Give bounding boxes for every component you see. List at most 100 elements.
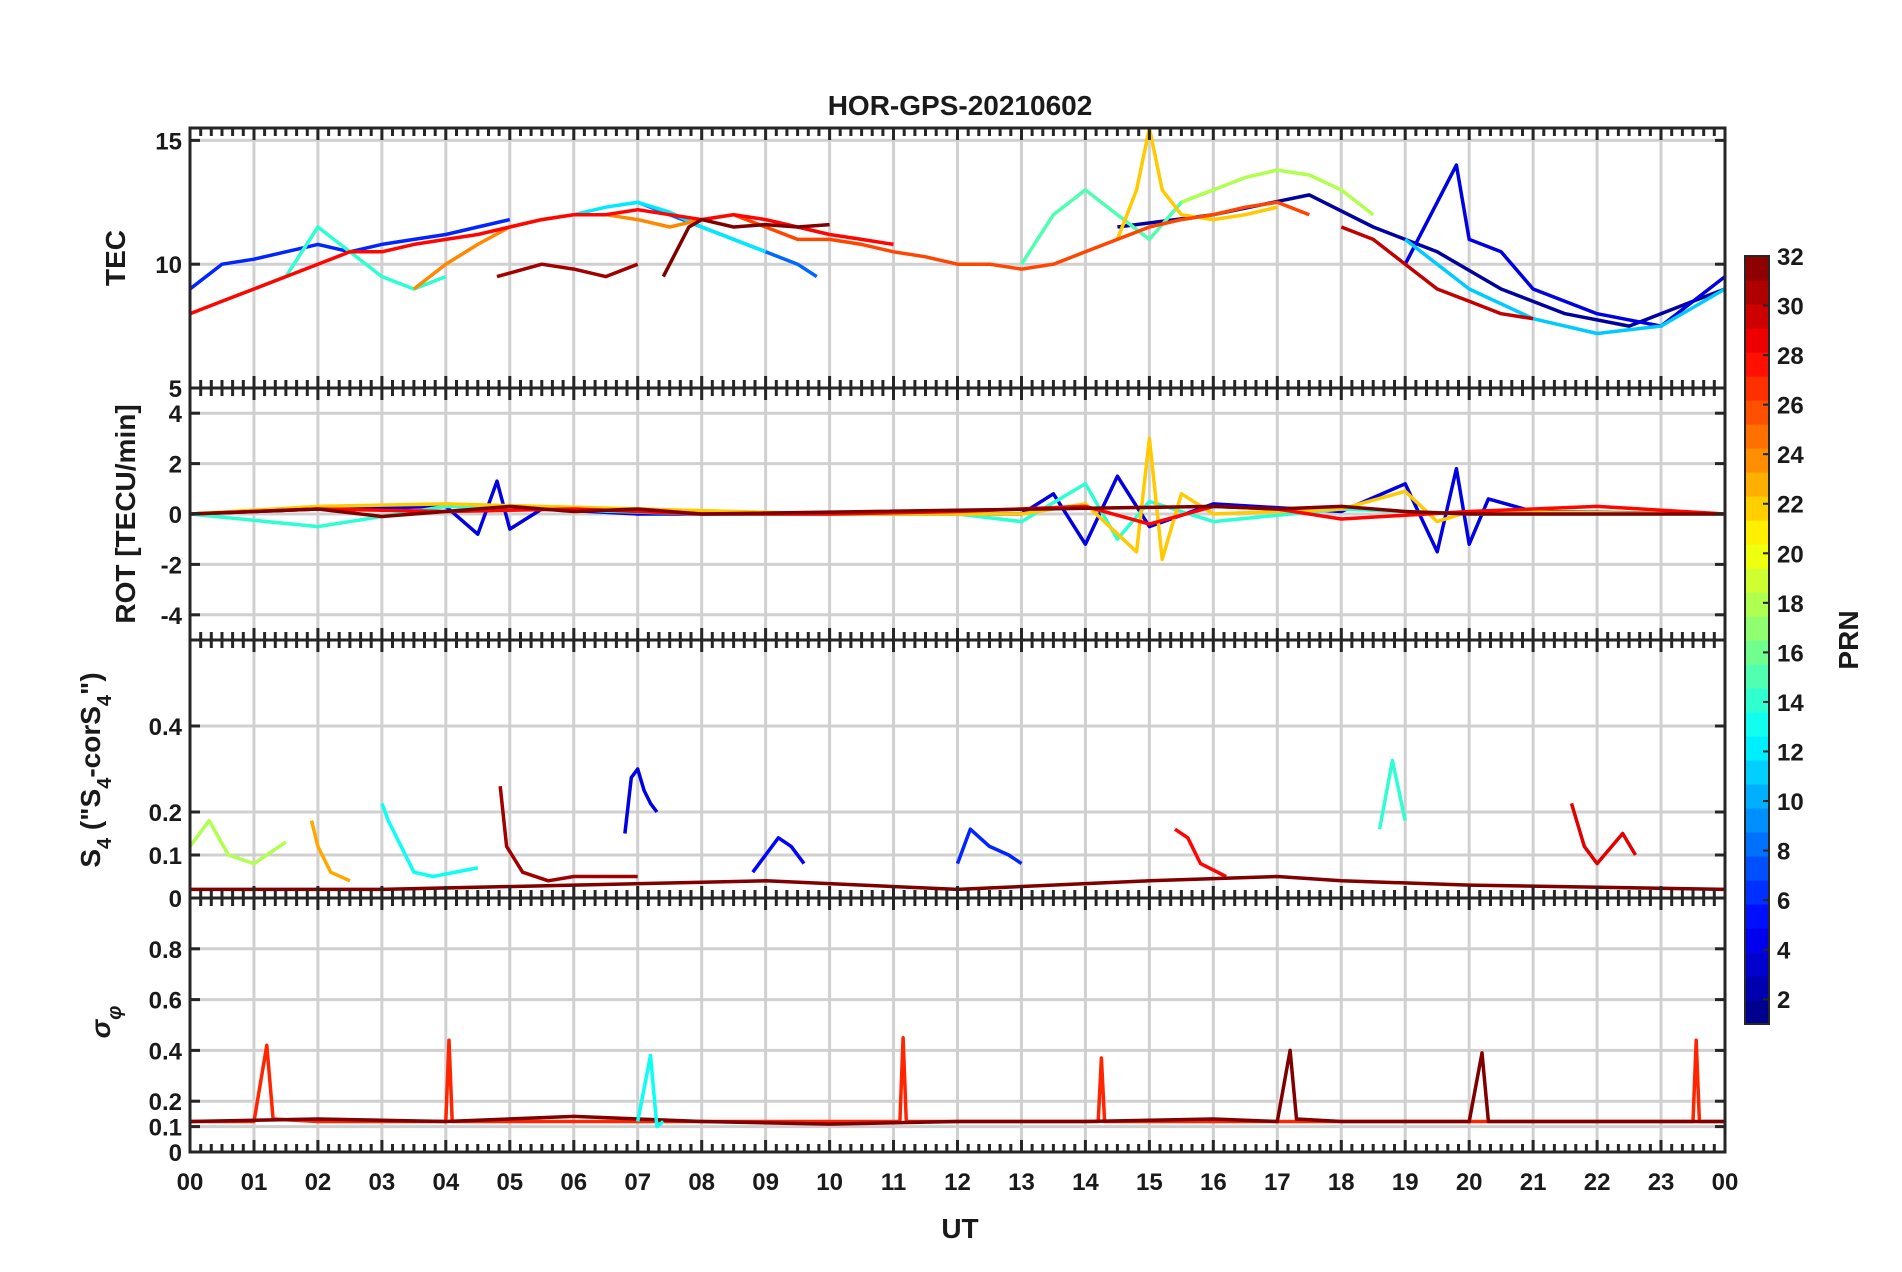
series-line-prn-32 xyxy=(190,504,1725,519)
y-tick-label: 2 xyxy=(169,452,182,479)
x-tick-label: 23 xyxy=(1648,1169,1675,1196)
colorbar-tick-label: 4 xyxy=(1777,938,1791,965)
colorbar-segment xyxy=(1745,856,1769,881)
series-line-prn-30 xyxy=(1340,225,1534,321)
x-tick-label: 15 xyxy=(1136,1169,1163,1196)
colorbar-segment xyxy=(1745,592,1769,617)
x-tick-label: 12 xyxy=(944,1169,971,1196)
y-tick-label: 5 xyxy=(169,376,182,403)
series-line-prn-32 xyxy=(190,874,1725,892)
colorbar-frame xyxy=(1744,255,1770,1025)
series-line-prn-32 xyxy=(190,1048,1725,1126)
y-tick-label: 0.1 xyxy=(149,1115,182,1142)
colorbar-tick-label: 22 xyxy=(1777,492,1804,519)
series-line-prn-29 xyxy=(1569,802,1638,866)
x-tick-label: 01 xyxy=(241,1169,268,1196)
y-tick-label: 0 xyxy=(169,502,182,529)
panel-3: 0 0.1 0.2 0.4 S4 ("S4-corS4") xyxy=(75,638,1727,913)
series-line-prn-31 xyxy=(498,786,638,883)
series-line-prn-4 xyxy=(623,767,659,834)
x-tick-label: 02 xyxy=(305,1169,332,1196)
x-axis-label: UT xyxy=(941,1213,978,1244)
colorbar-segment xyxy=(1745,376,1769,401)
series-group xyxy=(190,758,1725,892)
colorbar-segment xyxy=(1745,784,1769,809)
x-minor-ticks xyxy=(188,128,1727,388)
x-minor-ticks xyxy=(188,640,1727,898)
colorbar-segment xyxy=(1745,544,1769,569)
colorbar-segment xyxy=(1745,976,1769,1001)
series-line-prn-31 xyxy=(496,262,639,279)
y-tick-label: 0.1 xyxy=(149,843,182,870)
colorbar-segment xyxy=(1745,904,1769,929)
y-axis-label: S4 ("S4-corS4") xyxy=(75,672,116,867)
colorbar-tick-label: 2 xyxy=(1777,987,1790,1014)
colorbar-segment xyxy=(1745,520,1769,545)
series-line-prn-14 xyxy=(1377,758,1407,830)
series-line-prn-12 xyxy=(573,200,767,254)
y-tick-label: 0.2 xyxy=(149,800,182,827)
y-tick-label: 0 xyxy=(169,1140,182,1167)
series-line-prn-26 xyxy=(732,200,1310,271)
y-tick-label: 10 xyxy=(155,252,182,279)
colorbar-segment xyxy=(1745,448,1769,473)
colorbar-segment xyxy=(1745,424,1769,449)
y-tick-label: 0.4 xyxy=(149,1038,183,1065)
x-tick-label: 21 xyxy=(1520,1169,1547,1196)
x-tick-label: 06 xyxy=(560,1169,587,1196)
series-group xyxy=(190,1035,1725,1129)
colorbar-tick-label: 14 xyxy=(1777,690,1804,717)
y-axis-label: σφ xyxy=(85,1006,126,1039)
colorbar-tick-label: 6 xyxy=(1777,888,1790,915)
colorbar-tick-label: 10 xyxy=(1777,789,1804,816)
y-tick-label: 4 xyxy=(169,401,183,428)
y-tick-label: -4 xyxy=(161,603,183,630)
y-tick-label: -2 xyxy=(161,552,182,579)
colorbar-tick-label: 24 xyxy=(1777,442,1804,469)
series-group xyxy=(190,436,1725,562)
x-tick-label: 14 xyxy=(1072,1169,1099,1196)
x-tick-label: 18 xyxy=(1328,1169,1355,1196)
colorbar-segment xyxy=(1745,496,1769,521)
series-line-prn-28 xyxy=(190,207,894,316)
colorbar-segment xyxy=(1745,472,1769,497)
series-line-prn-18 xyxy=(1180,168,1375,217)
x-tick-label: 00 xyxy=(1712,1169,1739,1196)
y-axis-label: TEC xyxy=(100,230,131,286)
colorbar-segment xyxy=(1745,256,1769,281)
colorbar-segment xyxy=(1745,712,1769,737)
x-tick-label: 04 xyxy=(432,1169,459,1196)
series-line-prn-5 xyxy=(751,836,806,874)
y-tick-label: 0.6 xyxy=(149,988,182,1015)
colorbar-segment xyxy=(1745,808,1769,833)
colorbar-tick-label: 32 xyxy=(1777,244,1804,271)
colorbar-segment xyxy=(1745,568,1769,593)
x-tick-label: 13 xyxy=(1008,1169,1035,1196)
series-line-prn-28 xyxy=(1174,827,1227,879)
colorbar-tick-label: 16 xyxy=(1777,640,1804,667)
x-tick-label: 11 xyxy=(881,1169,906,1196)
x-minor-ticks xyxy=(188,898,1727,1152)
x-axis-tick-labels: 00 01 02 03 04 05 06 07 08 09 10 11 12 13 14 15 16 17 18 19… xyxy=(177,1169,1739,1196)
x-tick-label: 05 xyxy=(496,1169,523,1196)
series-line-prn-22 xyxy=(1115,128,1278,241)
y-tick-label: 0 xyxy=(169,886,182,913)
x-tick-label: 20 xyxy=(1456,1169,1483,1196)
colorbar-segment xyxy=(1745,352,1769,377)
panel-1: 5 10 15 TEC xyxy=(100,126,1727,403)
x-tick-label: 10 xyxy=(816,1169,843,1196)
colorbar-segment xyxy=(1745,304,1769,329)
colorbar-tick-label: 28 xyxy=(1777,343,1804,370)
series-group xyxy=(190,128,1725,336)
x-tick-label: 03 xyxy=(369,1169,396,1196)
y-tick-label: 15 xyxy=(155,128,182,155)
colorbar-segment xyxy=(1745,928,1769,953)
colorbar-tick-label: 20 xyxy=(1777,541,1804,568)
colorbar-segment xyxy=(1745,616,1769,641)
colorbar-tick-label: 30 xyxy=(1777,294,1804,321)
series-line-prn-6 xyxy=(955,827,1023,866)
x-tick-label: 17 xyxy=(1264,1169,1291,1196)
